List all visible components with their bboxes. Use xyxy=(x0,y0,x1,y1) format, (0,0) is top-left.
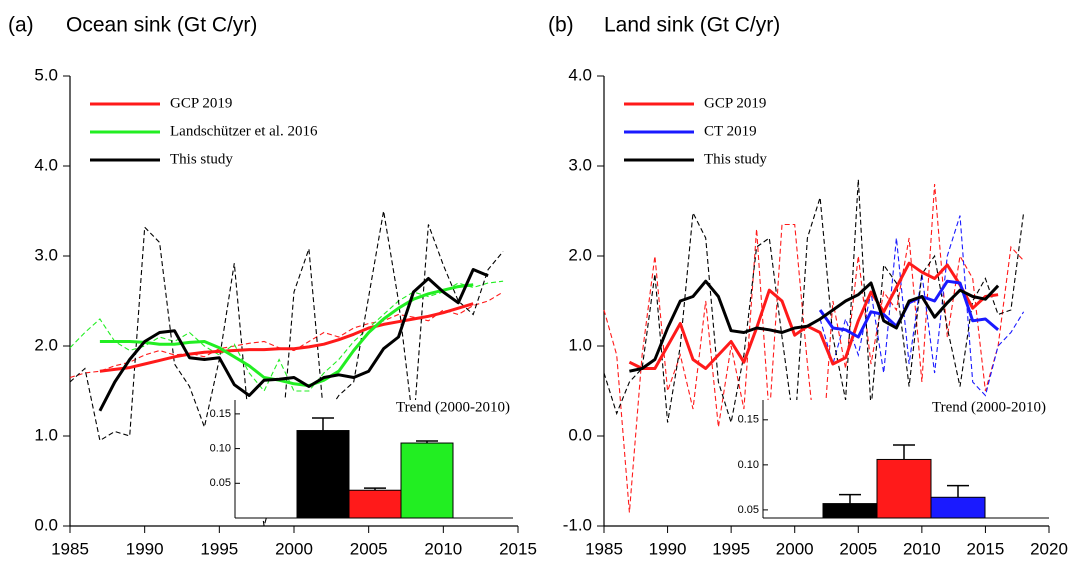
annual-line xyxy=(69,291,504,379)
bar xyxy=(348,489,402,519)
inset-y-tick-label: 0.15 xyxy=(210,408,231,420)
inset-y-tick-label: 0.10 xyxy=(210,442,231,454)
x-tick-label: 2020 xyxy=(1030,539,1068,558)
bar xyxy=(296,430,350,519)
x-tick-label: 1985 xyxy=(585,539,623,558)
legend-label: This study xyxy=(170,151,233,167)
annual-line xyxy=(603,179,1025,432)
panel-title: Land sink (Gt C/yr) xyxy=(604,14,780,37)
x-tick-label: 2015 xyxy=(499,539,537,558)
panel-label: (b) xyxy=(548,14,574,37)
panel-label: (a) xyxy=(8,14,34,37)
x-tick-label: 2010 xyxy=(903,539,941,558)
smoothed-line xyxy=(628,261,999,370)
legend-label: CT 2019 xyxy=(704,123,757,139)
x-tick-label: 1995 xyxy=(712,539,750,558)
x-tick-label: 2000 xyxy=(275,539,313,558)
x-tick-label: 2010 xyxy=(424,539,462,558)
y-tick-label: 3.0 xyxy=(34,245,58,264)
x-tick-label: 1995 xyxy=(200,539,238,558)
x-tick-label: 2005 xyxy=(839,539,877,558)
x-tick-label: 2000 xyxy=(776,539,814,558)
bar xyxy=(930,496,986,519)
bar xyxy=(822,503,878,519)
y-tick-label: 4.0 xyxy=(34,155,58,174)
y-tick-label: 2.0 xyxy=(34,335,58,354)
x-tick-label: 1990 xyxy=(649,539,687,558)
y-tick-label: 4.0 xyxy=(568,65,592,84)
x-tick-label: 1985 xyxy=(51,539,89,558)
y-tick-label: 0.0 xyxy=(34,515,58,534)
panel-title: Ocean sink (Gt C/yr) xyxy=(66,14,257,37)
smoothed-line xyxy=(818,279,1000,339)
y-tick-label: 1.0 xyxy=(568,335,592,354)
legend-label: Landschützer et al. 2016 xyxy=(170,123,318,139)
inset-y-tick-label: 0.05 xyxy=(210,477,231,489)
x-tick-label: 1990 xyxy=(126,539,164,558)
bar xyxy=(876,458,932,519)
y-tick-label: -1.0 xyxy=(563,515,592,534)
x-tick-label: 2015 xyxy=(967,539,1005,558)
smoothed-line xyxy=(99,302,474,373)
bar xyxy=(400,442,454,519)
legend-label: GCP 2019 xyxy=(170,95,232,111)
y-tick-label: 1.0 xyxy=(34,425,58,444)
inset-title: Trend (2000-2010) xyxy=(932,399,1046,415)
x-tick-label: 2005 xyxy=(350,539,388,558)
smoothed-line xyxy=(629,279,1000,373)
inset-title: Trend (2000-2010) xyxy=(396,399,510,415)
y-tick-label: 3.0 xyxy=(568,155,592,174)
smoothed-line xyxy=(98,268,489,412)
inset-y-tick-label: 0.15 xyxy=(738,414,759,426)
legend-label: GCP 2019 xyxy=(704,95,766,111)
annual-line xyxy=(69,210,504,527)
y-tick-label: 2.0 xyxy=(568,245,592,264)
inset-y-tick-label: 0.10 xyxy=(738,459,759,471)
legend-label: This study xyxy=(704,151,767,167)
annual-line xyxy=(69,280,504,393)
inset-y-tick-label: 0.05 xyxy=(738,504,759,516)
y-tick-label: 5.0 xyxy=(34,65,58,84)
y-tick-label: 0.0 xyxy=(568,425,592,444)
